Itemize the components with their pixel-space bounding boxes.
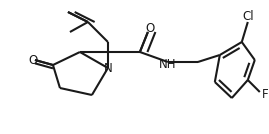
Text: O: O [28, 53, 38, 66]
Text: O: O [145, 23, 154, 36]
Text: NH: NH [159, 59, 177, 72]
Text: F: F [261, 88, 268, 100]
Text: Cl: Cl [242, 10, 254, 23]
Text: N: N [104, 62, 112, 75]
